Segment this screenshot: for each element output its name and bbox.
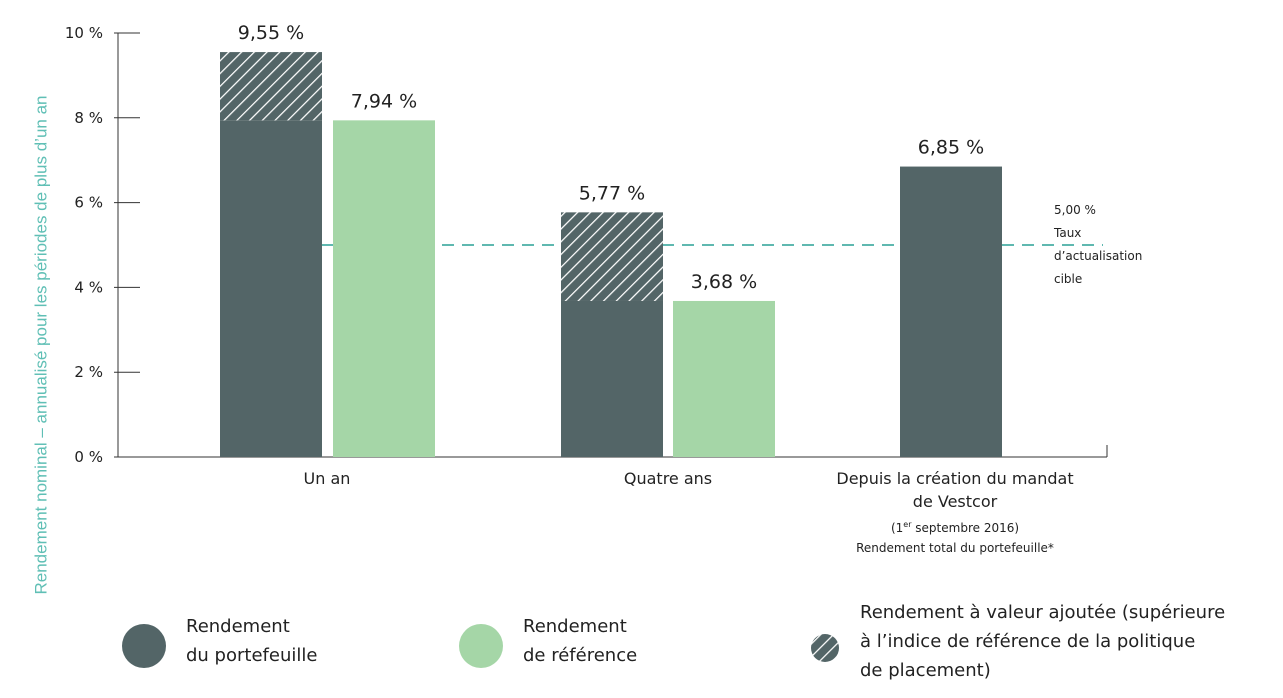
bar-value-added (220, 52, 322, 121)
bar-value-added (561, 212, 663, 301)
y-axis-label: Rendement nominal – annualisé pour les p… (31, 95, 50, 594)
data-label: 5,77 % (579, 182, 645, 204)
legend-value-added-swatch (811, 634, 839, 662)
y-tick-label: 8 % (74, 109, 103, 127)
y-tick-label: 4 % (74, 278, 103, 296)
legend-benchmark-line-2: de référence (523, 645, 638, 666)
legend-portfolio-line-1: Rendement (186, 616, 290, 637)
bar-portfolio (561, 300, 663, 457)
bar-portfolio (900, 166, 1002, 457)
legend-benchmark-line-1: Rendement (523, 616, 627, 637)
data-labels: 6,85 % 7,94 % 3,68 % 9,55 % 5,77 % (238, 22, 984, 293)
x-category-label: Depuis la création du mandat (836, 469, 1073, 488)
legend-value-added-line-3: de placement) (860, 660, 991, 681)
legend-benchmark: Rendement de référence (459, 612, 637, 670)
y-tick-label: 2 % (74, 363, 103, 381)
x-category-label: Quatre ans (624, 469, 712, 488)
data-label: 3,68 % (691, 271, 757, 293)
target-line-label: cible (1054, 272, 1082, 286)
y-tick-label: 6 % (74, 194, 103, 212)
data-label: 7,94 % (351, 90, 417, 112)
x-category-note-2: Rendement total du portefeuille* (856, 541, 1054, 555)
legend-value-added-line-1: Rendement à valeur ajoutée (supérieure (860, 602, 1226, 623)
x-category-label: Un an (304, 469, 351, 488)
target-line-label: d’actualisation (1054, 249, 1142, 263)
data-label: 6,85 % (918, 137, 984, 159)
legend-value-added-line-2: à l’indice de référence de la politique (860, 631, 1196, 652)
legend-portfolio: Rendement du portefeuille (122, 612, 317, 670)
data-label: 9,55 % (238, 22, 304, 44)
bar-benchmark (333, 120, 435, 458)
axes: 0 % 2 % 4 % 6 % 8 % 10 % 5,00 % Taux d’actualisa… (65, 24, 1142, 555)
y-tick-label: 0 % (74, 448, 103, 466)
legend-portfolio-line-2: du portefeuille (186, 645, 318, 666)
target-line-label: Taux (1053, 226, 1081, 240)
bars (220, 52, 1002, 458)
x-category-label: de Vestcor (913, 492, 998, 511)
legend-benchmark-swatch (459, 624, 503, 668)
target-line-label: 5,00 % (1054, 203, 1096, 217)
bar-benchmark (673, 300, 775, 457)
legend-portfolio-swatch (122, 624, 166, 668)
legend-value-added: Rendement à valeur ajoutée (supérieure à… (803, 598, 1225, 685)
bar-portfolio (220, 120, 322, 458)
y-tick-label: 10 % (65, 24, 103, 42)
x-category-note: (1er septembre 2016) (891, 520, 1019, 535)
